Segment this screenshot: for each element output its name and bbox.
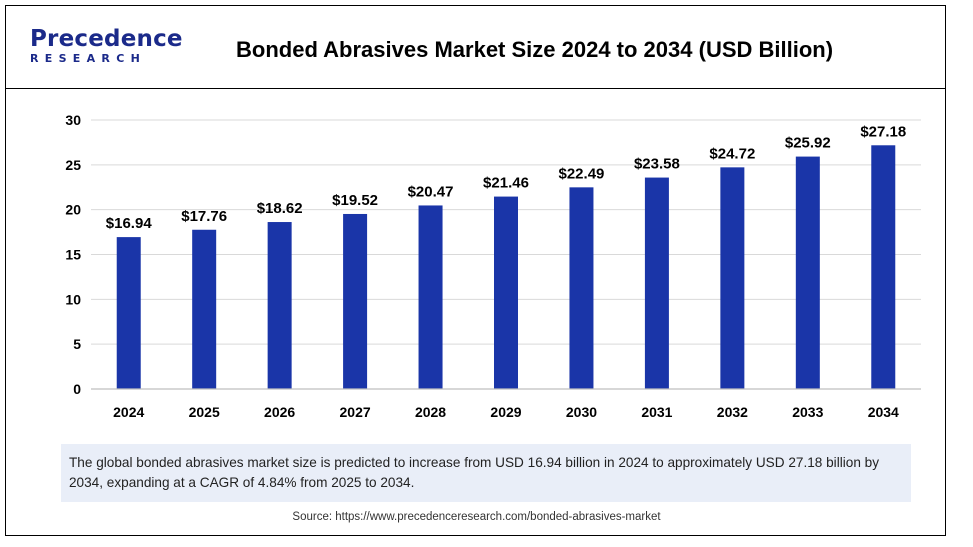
bar [267,222,292,389]
data-label: $18.62 [257,200,303,217]
x-tick-label: 2024 [113,404,144,420]
header: Precedence RESEARCH Bonded Abrasives Mar… [6,6,945,89]
x-tick-label: 2029 [490,404,521,420]
bar [720,167,745,389]
data-label: $16.94 [106,215,153,232]
data-label: $17.76 [181,208,227,225]
x-tick-label: 2034 [868,404,899,420]
x-tick-label: 2026 [264,404,295,420]
y-tick-label: 15 [65,247,81,263]
logo-subtitle: RESEARCH [30,52,147,65]
x-tick-label: 2032 [717,404,748,420]
x-tick-label: 2027 [340,404,371,420]
bar [116,237,141,389]
x-tick-label: 2033 [792,404,823,420]
y-tick-label: 20 [65,202,81,218]
bar [569,187,594,389]
y-tick-label: 30 [65,112,81,128]
data-label: $23.58 [634,156,680,173]
summary-note: The global bonded abrasives market size … [61,444,911,502]
x-tick-label: 2031 [641,404,672,420]
data-label: $25.92 [785,135,831,152]
x-tick-label: 2030 [566,404,597,420]
data-label: $20.47 [408,183,454,200]
bar [192,229,217,389]
bar [418,205,443,389]
bar-chart: 051015202530$16.942024$17.762025$18.6220… [65,112,921,420]
bar [644,177,669,389]
bar [343,213,368,389]
y-tick-label: 0 [73,381,81,397]
y-tick-label: 25 [65,157,81,173]
bar [795,156,820,389]
chart-title: Bonded Abrasives Market Size 2024 to 203… [236,37,834,62]
brand-logo: Precedence RESEARCH [30,26,183,76]
chart-frame: Precedence RESEARCH Bonded Abrasives Mar… [5,5,946,536]
data-label: $21.46 [483,175,529,192]
x-tick-label: 2028 [415,404,446,420]
data-label: $24.72 [709,145,755,162]
source-text: Source: https://www.precedenceresearch.c… [292,511,661,523]
data-label: $27.18 [860,123,906,140]
bar [871,145,896,389]
logo-wordmark: Precedence [30,26,183,52]
y-tick-label: 10 [65,291,81,307]
data-label: $19.52 [332,192,378,209]
x-tick-label: 2025 [189,404,220,420]
data-label: $22.49 [559,165,605,182]
bar [494,196,518,389]
y-tick-label: 5 [73,336,81,352]
